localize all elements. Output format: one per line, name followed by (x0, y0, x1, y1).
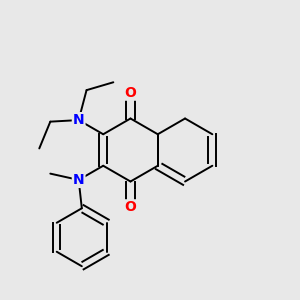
Text: O: O (124, 86, 136, 100)
Text: N: N (73, 113, 85, 127)
Text: N: N (73, 173, 85, 187)
Text: O: O (124, 200, 136, 214)
